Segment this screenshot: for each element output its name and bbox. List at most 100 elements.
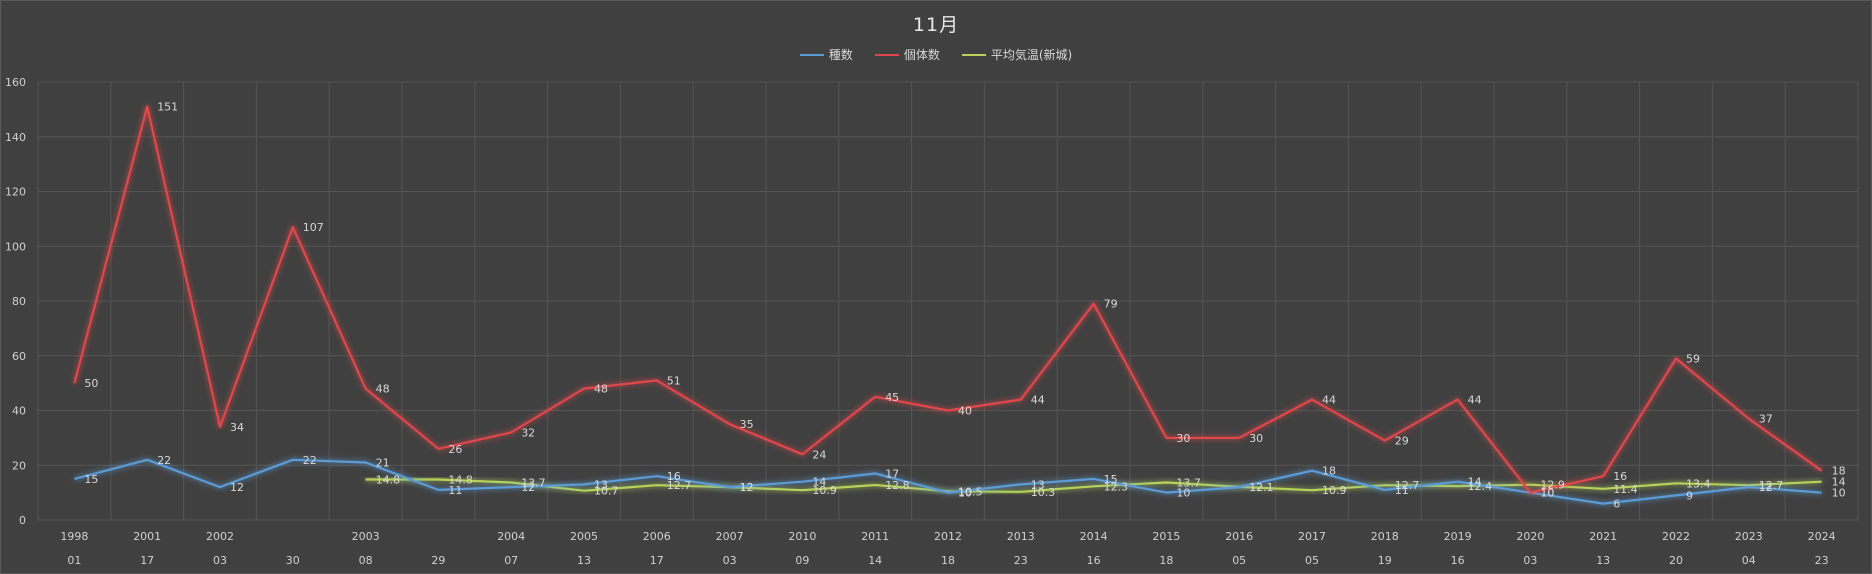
data-label-1: 40: [958, 405, 972, 418]
data-label-1: 48: [376, 383, 390, 396]
y-tick-label: 40: [12, 405, 26, 418]
legend-label-count: 個体数: [903, 48, 940, 62]
x-tick-label-day: 03: [213, 554, 227, 567]
x-tick-label-day: 13: [1596, 554, 1610, 567]
y-tick-label: 140: [5, 131, 26, 144]
data-label-1: 151: [157, 101, 178, 114]
data-label-2: 12.7: [1395, 479, 1420, 492]
data-label-0: 15: [84, 473, 98, 486]
x-tick-label-year: 2017: [1298, 530, 1326, 543]
data-label-0: 16: [667, 470, 681, 483]
chart-legend: 種数 個体数 平均気温(新城): [0, 46, 1872, 63]
x-tick-label-day: 18: [941, 554, 955, 567]
x-tick-label-day: 20: [1669, 554, 1683, 567]
data-label-2: 14.8: [376, 473, 401, 486]
data-label-2: 12.1: [1249, 481, 1274, 494]
x-tick-label-year: 2022: [1662, 530, 1690, 543]
y-tick-label: 80: [12, 295, 26, 308]
data-label-0: 14: [1468, 476, 1482, 489]
data-label-2: 12.9: [1540, 479, 1565, 492]
x-tick-label-year: 2012: [934, 530, 962, 543]
data-label-1: 26: [448, 443, 462, 456]
x-tick-label-day: 23: [1014, 554, 1028, 567]
x-tick-label-day: 08: [359, 554, 373, 567]
y-tick-label: 100: [5, 240, 26, 253]
y-tick-label: 20: [12, 459, 26, 472]
x-tick-label-day: 29: [431, 554, 445, 567]
y-tick-label: 0: [19, 514, 26, 527]
data-label-0: 18: [1322, 465, 1336, 478]
data-label-0: 9: [1686, 489, 1693, 502]
data-label-0: 12: [521, 481, 535, 494]
data-label-0: 10: [1176, 487, 1190, 500]
data-label-0: 14: [812, 476, 826, 489]
x-tick-label-year: 2019: [1444, 530, 1472, 543]
data-label-2: 11.4: [1613, 483, 1638, 496]
data-label-0: 6: [1613, 498, 1620, 511]
data-label-2: 13.7: [521, 476, 546, 489]
x-tick-label-day: 03: [723, 554, 737, 567]
data-label-0: 22: [303, 454, 317, 467]
data-label-2: 12.3: [1104, 480, 1129, 493]
data-label-2: 12.7: [667, 479, 692, 492]
data-label-2: 10.9: [812, 484, 837, 497]
data-label-0: 13: [594, 478, 608, 491]
data-label-1: 107: [303, 221, 324, 234]
data-label-0: 12: [740, 481, 754, 494]
data-label-0: 10: [1832, 487, 1846, 500]
x-tick-label-year: 2013: [1007, 530, 1035, 543]
x-tick-label-year: 2016: [1225, 530, 1253, 543]
data-label-1: 10: [1540, 487, 1554, 500]
x-tick-label-year: 2021: [1589, 530, 1617, 543]
x-tick-label-year: 2018: [1371, 530, 1399, 543]
legend-label-temperature: 平均気温(新城): [990, 48, 1073, 62]
data-label-2: 14: [1832, 476, 1846, 489]
data-label-0: 11: [1395, 484, 1409, 497]
x-tick-label-year: 2003: [352, 530, 380, 543]
data-label-2: 12.7: [1759, 479, 1784, 492]
data-label-1: 79: [1104, 298, 1118, 311]
series-line-1: [73, 105, 1823, 494]
legend-swatch-count: [874, 53, 899, 56]
data-label-1: 44: [1468, 394, 1482, 407]
data-label-1: 44: [1322, 394, 1336, 407]
legend-item-species: 種数: [799, 46, 853, 63]
x-tick-label-year: 2007: [716, 530, 744, 543]
x-tick-label-year: 2006: [643, 530, 671, 543]
x-tick-label-day: 03: [1523, 554, 1537, 567]
x-tick-label-year: 2014: [1080, 530, 1108, 543]
y-tick-label: 60: [12, 350, 26, 363]
x-tick-label-day: 14: [868, 554, 882, 567]
data-label-0: 10: [1540, 487, 1554, 500]
data-label-2: 10.7: [594, 485, 619, 498]
data-label-0: 15: [1104, 473, 1118, 486]
x-tick-label-day: 23: [1815, 554, 1829, 567]
data-label-0: 21: [376, 457, 390, 470]
x-tick-label-year: 2005: [570, 530, 598, 543]
x-tick-label-day: 09: [795, 554, 809, 567]
data-label-1: 29: [1395, 435, 1409, 448]
legend-label-species: 種数: [828, 48, 853, 62]
data-label-1: 45: [885, 391, 899, 404]
x-tick-label-year: 2002: [206, 530, 234, 543]
data-label-2: 10.3: [1031, 486, 1056, 499]
data-label-0: 11: [448, 484, 462, 497]
x-tick-label-day: 17: [650, 554, 664, 567]
data-label-1: 37: [1759, 413, 1773, 426]
data-label-0: 22: [157, 454, 171, 467]
data-label-0: 12: [230, 481, 244, 494]
data-label-1: 32: [521, 426, 535, 439]
x-tick-label-year: 2011: [861, 530, 889, 543]
data-label-1: 16: [1613, 470, 1627, 483]
x-tick-label-year: 2004: [497, 530, 525, 543]
data-label-0: 12: [1249, 481, 1263, 494]
x-tick-label-day: 05: [1232, 554, 1246, 567]
x-tick-label-day: 18: [1159, 554, 1173, 567]
data-label-2: 13.4: [1686, 477, 1711, 490]
data-label-1: 30: [1176, 432, 1190, 445]
x-tick-label-day: 01: [67, 554, 81, 567]
data-label-1: 59: [1686, 352, 1700, 365]
series-line-2: [365, 478, 1822, 493]
x-tick-label-year: 2020: [1516, 530, 1544, 543]
